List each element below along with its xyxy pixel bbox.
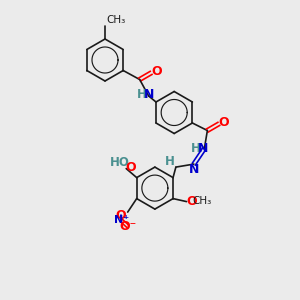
Text: N: N [198,142,208,155]
Text: N⁺: N⁺ [113,215,129,225]
Text: H: H [191,142,201,155]
Text: O: O [186,194,197,208]
Text: O: O [151,65,162,78]
Text: O: O [116,208,126,222]
Text: O⁻: O⁻ [119,220,136,233]
Text: O: O [125,160,136,174]
Text: HO: HO [110,155,130,169]
Text: CH₃: CH₃ [192,196,211,206]
Text: N: N [144,88,154,101]
Text: N: N [189,163,199,176]
Text: O: O [219,116,230,129]
Text: H: H [137,88,147,101]
Text: H: H [165,155,175,168]
Text: CH₃: CH₃ [106,15,126,26]
